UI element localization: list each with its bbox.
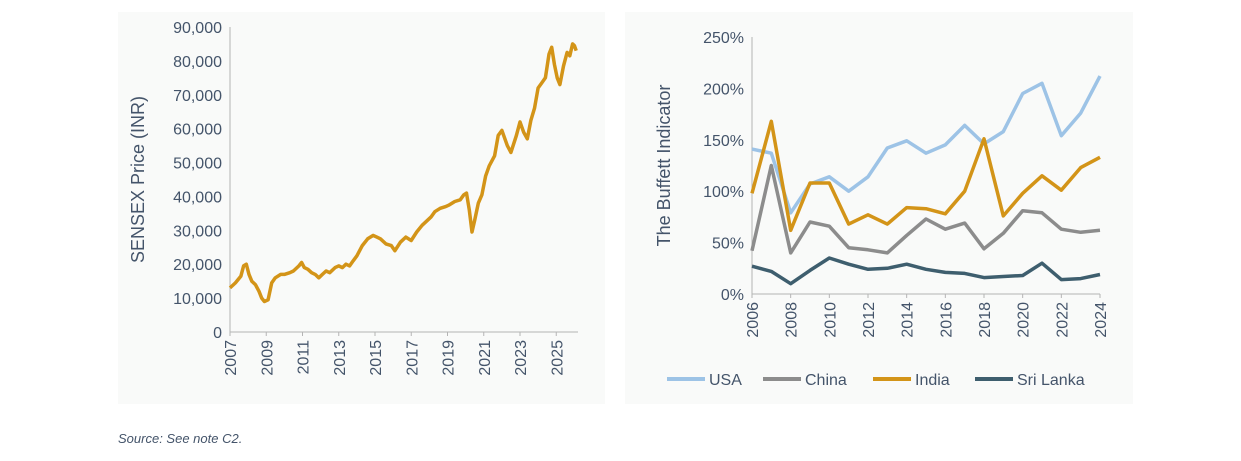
y-tick-label: 50% (712, 236, 744, 253)
series-line-china (750, 163, 1101, 255)
series-line-sri-lanka (751, 256, 1101, 286)
x-tick-label: 2018 (977, 302, 994, 338)
buffett-indicator-chart-panel: 0% 50% 100% 150% 200% 250% 2006 2008 2010 2012 201… (625, 12, 1133, 404)
y-tick-label: 10,000 (173, 291, 222, 308)
x-tick-label: 2009 (259, 340, 276, 376)
sensex-line-chart: 0 10,000 20,000 30,000 40,000 50,000 60,000 70,… (128, 20, 578, 376)
y-tick-label: 0% (721, 287, 744, 304)
x-tick-label: 2017 (404, 340, 421, 376)
series-line-usa (751, 75, 1102, 215)
x-tick-label: 2023 (513, 340, 530, 376)
x-tick-label: 2015 (368, 340, 385, 376)
y-tick-label: 90,000 (173, 20, 222, 37)
source-note: Source: See note C2. (118, 431, 243, 446)
x-tick-label: 2019 (441, 340, 458, 376)
y-tick-label: 70,000 (173, 88, 222, 105)
x-tick-label: 2010 (822, 302, 839, 338)
legend-label-sri-lanka: Sri Lanka (1017, 372, 1085, 389)
x-tick-label: 2016 (938, 302, 955, 338)
y-tick-label: 60,000 (173, 122, 222, 139)
legend-label-india: India (915, 372, 950, 389)
buffett-indicator-line-chart: 0% 50% 100% 150% 200% 250% 2006 2008 2010 2012 201… (654, 30, 1110, 389)
x-tick-label: 2013 (332, 340, 349, 376)
x-tick-label: 2007 (223, 340, 240, 376)
series-line-0 (228, 42, 578, 304)
y-axis-title: SENSEX Price (INR) (128, 96, 148, 263)
x-tick-label: 2025 (549, 340, 566, 376)
x-tick-label: 2021 (477, 340, 494, 376)
y-tick-label: 250% (703, 30, 744, 47)
x-tick-label: 2022 (1054, 302, 1071, 338)
x-tick-label: 2024 (1093, 302, 1110, 338)
y-tick-label: 100% (703, 184, 744, 201)
y-tick-label: 200% (703, 81, 744, 98)
y-axis-title: The Buffett Indicator (654, 85, 674, 247)
x-tick-label: 2008 (784, 302, 801, 338)
x-tick-label: 2006 (745, 302, 762, 338)
sensex-chart-panel: 0 10,000 20,000 30,000 40,000 50,000 60,000 70,… (118, 12, 605, 404)
x-tick-label: 2012 (861, 302, 878, 338)
legend-label-usa: USA (709, 372, 742, 389)
y-tick-label: 30,000 (173, 223, 222, 240)
x-tick-label: 2020 (1016, 302, 1033, 338)
x-tick-label: 2014 (900, 302, 917, 338)
y-tick-label: 40,000 (173, 189, 222, 206)
y-tick-label: 20,000 (173, 257, 222, 274)
series-line-india (750, 119, 1101, 233)
y-tick-label: 0 (213, 325, 222, 342)
y-tick-label: 50,000 (173, 156, 222, 173)
y-tick-label: 80,000 (173, 54, 222, 71)
legend-label-china: China (805, 372, 847, 389)
x-tick-label: 2011 (296, 340, 313, 375)
y-tick-label: 150% (703, 133, 744, 150)
